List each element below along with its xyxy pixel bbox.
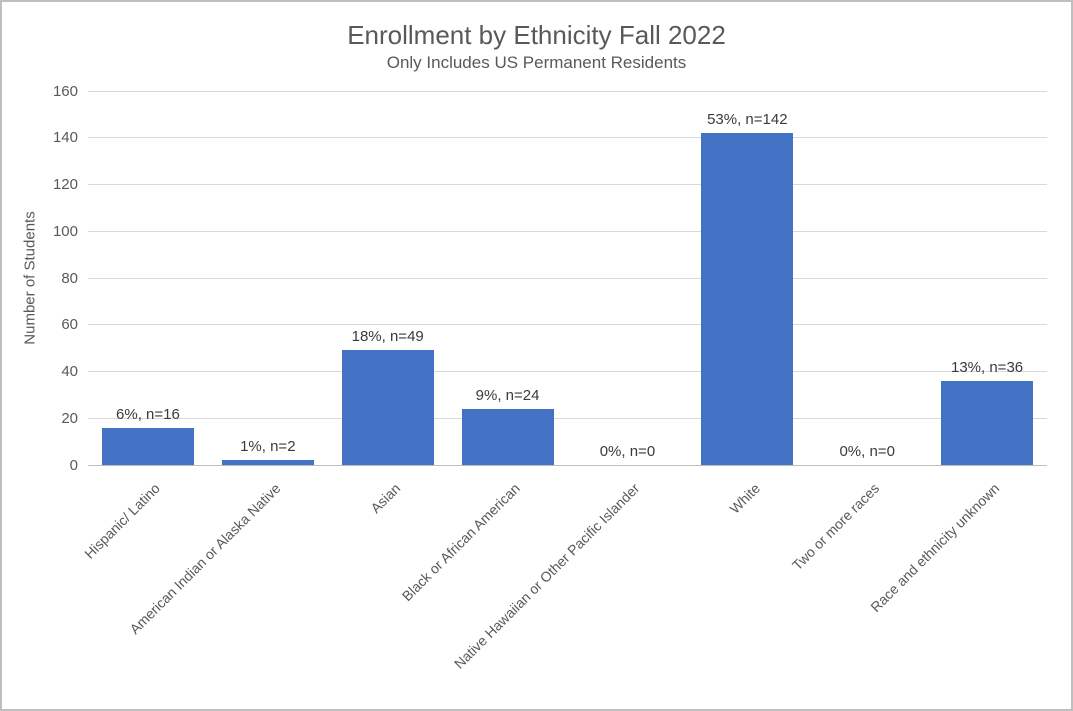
y-tick-label: 120 — [52, 176, 78, 193]
bar-0 — [101, 427, 194, 465]
bar-3 — [461, 408, 554, 465]
bar-2 — [341, 350, 434, 465]
data-label: 18%, n=49 — [351, 328, 424, 346]
y-tick-label: 60 — [61, 316, 78, 334]
y-tick-label: 40 — [61, 363, 78, 380]
data-label: 13%, n=36 — [950, 358, 1024, 376]
y-tick-label: 160 — [52, 82, 78, 100]
y-tick-label: 100 — [52, 222, 78, 240]
bar-1 — [221, 460, 314, 465]
category-label: Two or more races — [789, 480, 883, 574]
data-label: 53%, n=142 — [707, 111, 788, 129]
gridline — [88, 184, 1047, 185]
gridline — [88, 417, 1047, 419]
bar-7 — [941, 380, 1034, 465]
gridline — [88, 324, 1047, 326]
data-label: 0%, n=0 — [599, 443, 656, 460]
data-label: 1%, n=2 — [240, 438, 296, 456]
category-label: Race and ethnicity unknown — [867, 480, 1003, 616]
chart-title: Enrollment by Ethnicity Fall 2022 — [347, 20, 726, 50]
y-tick-label: 20 — [61, 409, 78, 427]
y-tick-label: 0 — [69, 456, 78, 474]
data-label: 9%, n=24 — [475, 386, 540, 404]
y-tick-label: 140 — [52, 129, 78, 147]
category-label: Black or African American — [398, 480, 523, 605]
gridline — [88, 137, 1047, 139]
data-label: 0%, n=0 — [839, 443, 895, 460]
y-tick-label: 80 — [61, 269, 78, 287]
gridline — [88, 371, 1047, 372]
category-label: Hispanic/ Latino — [81, 480, 164, 562]
category-label: White — [726, 480, 763, 517]
category-label: Asian — [366, 480, 404, 517]
gridline — [88, 230, 1047, 232]
gridline — [88, 277, 1047, 279]
gridline — [88, 90, 1047, 92]
category-label: Native Hawaiian or Other Pacific Islande… — [450, 480, 643, 672]
data-label: 6%, n=16 — [116, 405, 180, 423]
bar-5 — [701, 133, 794, 465]
x-axis-line — [88, 464, 1047, 466]
chart-subtitle: Only Includes US Permanent Residents — [386, 53, 687, 72]
